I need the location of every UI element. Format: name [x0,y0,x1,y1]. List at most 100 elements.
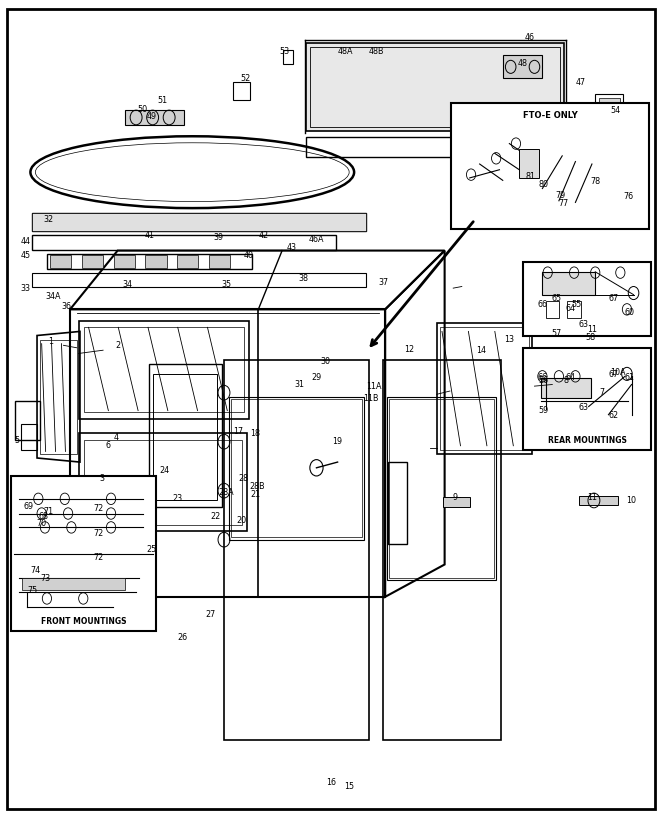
Bar [541,378,591,398]
Text: 21: 21 [250,490,260,499]
Text: 74: 74 [30,566,40,575]
Text: 32: 32 [43,215,54,224]
Text: 72: 72 [93,528,103,537]
Text: 11B: 11B [363,394,379,403]
Bar [230,399,362,537]
Bar [47,254,252,268]
Text: 54: 54 [610,106,620,115]
Text: FRONT MOUNTINGS: FRONT MOUNTINGS [40,617,126,626]
Text: 41: 41 [144,231,154,240]
Text: 60: 60 [624,308,635,317]
Bar [522,348,651,450]
Bar [146,255,167,267]
Bar [177,255,198,267]
Text: 16: 16 [326,778,336,787]
Text: 38: 38 [299,274,308,283]
Text: 28A: 28A [219,488,234,497]
Bar [79,321,249,419]
Bar [79,434,247,532]
Text: 65: 65 [552,294,562,303]
Text: 27: 27 [206,610,216,619]
Text: 71: 71 [43,506,54,515]
Text: 52: 52 [240,74,250,83]
Text: 24: 24 [160,465,169,474]
Text: 37: 37 [379,278,389,287]
Bar [444,497,470,507]
Bar [32,213,366,231]
Text: 10A: 10A [610,368,626,377]
Bar [306,43,563,132]
Text: 12: 12 [404,345,414,354]
Bar [306,137,468,158]
Text: 44: 44 [20,237,30,246]
Text: 67: 67 [608,294,619,303]
Text: 80: 80 [539,180,549,189]
Text: 43: 43 [287,243,297,252]
Text: 6: 6 [106,441,111,450]
Bar [233,83,250,101]
Text: 14: 14 [477,346,487,355]
Text: 53: 53 [279,47,290,56]
Text: 5: 5 [15,435,20,444]
Bar [153,374,217,501]
Text: 28: 28 [239,474,249,483]
Text: 39: 39 [214,233,224,242]
Text: 13: 13 [504,335,514,344]
Text: 48B: 48B [368,47,384,56]
Text: 33: 33 [20,284,30,293]
Text: 64: 64 [565,304,575,313]
Text: 11: 11 [587,326,597,335]
Bar [32,273,366,286]
Bar [595,94,623,125]
Text: 50: 50 [138,105,148,114]
Text: 36: 36 [62,303,71,312]
Bar [50,255,71,267]
Text: 20: 20 [237,516,247,525]
Text: 22: 22 [211,512,220,521]
Bar [579,496,618,506]
Text: 69: 69 [23,502,34,511]
Bar [23,578,125,591]
Text: 17: 17 [234,427,244,436]
Bar [32,213,366,231]
Text: 72: 72 [93,553,103,562]
Text: 81: 81 [526,172,536,181]
Bar [15,401,40,440]
Text: 28B: 28B [249,482,265,491]
Bar [389,462,407,544]
Text: 7: 7 [599,389,604,398]
Text: 25: 25 [146,545,156,554]
Text: 11A: 11A [366,382,382,391]
Text: 51: 51 [158,96,167,105]
Text: 66: 66 [538,374,547,383]
Text: 59: 59 [539,406,549,415]
Bar [502,56,542,79]
Text: 34A: 34A [46,292,62,301]
Bar [84,440,242,525]
Bar [228,397,364,540]
Text: 63: 63 [579,403,589,412]
Text: 42: 42 [259,231,269,240]
Text: 2: 2 [116,341,121,350]
Bar [32,235,336,249]
Text: REAR MOUNTINGS: REAR MOUNTINGS [547,435,626,444]
Bar [387,397,496,581]
Text: 73: 73 [40,574,51,583]
Text: FTO-E ONLY: FTO-E ONLY [523,110,578,119]
Bar [209,255,230,267]
Bar [40,339,77,454]
Bar [451,103,649,229]
Text: 8: 8 [563,376,568,385]
Text: 3: 3 [99,474,105,483]
Text: 75: 75 [27,586,38,595]
Text: 29: 29 [311,374,322,383]
Text: 48: 48 [518,59,528,68]
Bar [114,255,135,267]
Text: 77: 77 [559,199,569,208]
Bar [519,150,539,178]
Text: 57: 57 [552,330,562,339]
Text: 11: 11 [587,492,597,501]
Text: 34: 34 [122,281,132,290]
Text: 55: 55 [571,300,582,309]
Bar [84,327,244,412]
